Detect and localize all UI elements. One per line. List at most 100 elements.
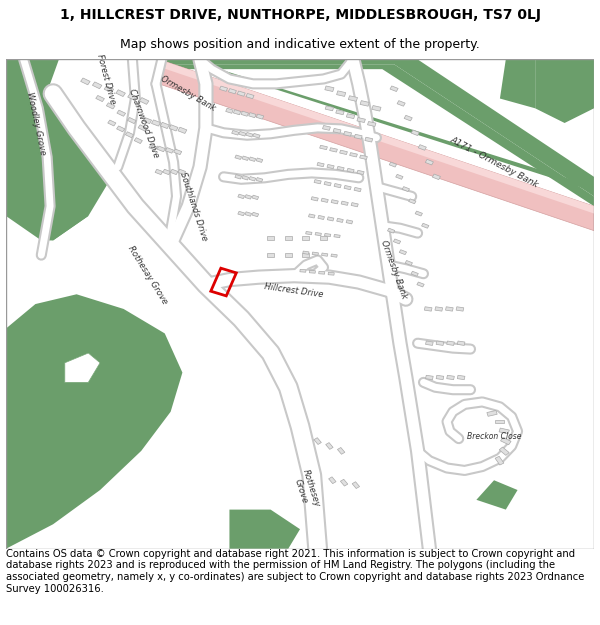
Bar	[303, 251, 309, 254]
Bar	[312, 252, 319, 255]
Bar	[340, 150, 347, 154]
Bar	[495, 419, 504, 424]
Bar	[359, 155, 367, 159]
Polygon shape	[65, 353, 100, 382]
Bar	[390, 86, 398, 91]
Bar	[239, 131, 246, 136]
Bar	[309, 271, 316, 273]
Bar	[319, 271, 325, 274]
Polygon shape	[182, 59, 594, 191]
Bar	[178, 169, 185, 174]
Bar	[394, 239, 401, 244]
Bar	[302, 253, 310, 257]
Bar	[237, 91, 245, 96]
Bar	[143, 118, 152, 124]
Bar	[233, 110, 241, 115]
Text: Map shows position and indicative extent of the property.: Map shows position and indicative extent…	[120, 38, 480, 51]
Text: Southlands Drive: Southlands Drive	[178, 171, 208, 242]
Bar	[446, 341, 454, 346]
Bar	[424, 307, 432, 311]
Bar	[344, 131, 352, 136]
Text: Hillcrest Drive: Hillcrest Drive	[264, 282, 324, 299]
Bar	[326, 442, 333, 449]
Bar	[170, 169, 178, 174]
Bar	[329, 148, 337, 152]
Bar	[354, 134, 362, 139]
Polygon shape	[159, 59, 594, 231]
Bar	[357, 118, 365, 122]
Bar	[329, 477, 336, 484]
Bar	[80, 78, 90, 85]
Bar	[320, 145, 328, 149]
Bar	[320, 236, 327, 240]
Bar	[411, 271, 418, 276]
Bar	[409, 199, 416, 204]
Bar	[104, 86, 113, 92]
Bar	[327, 164, 334, 169]
Bar	[92, 82, 102, 89]
Bar	[106, 102, 115, 109]
Polygon shape	[6, 148, 88, 241]
Bar	[285, 253, 292, 257]
Bar	[499, 447, 509, 456]
Bar	[346, 220, 353, 224]
Bar	[285, 236, 292, 240]
Bar	[436, 375, 444, 379]
Bar	[372, 106, 381, 111]
Bar	[425, 375, 433, 379]
Bar	[138, 125, 147, 131]
Bar	[220, 86, 227, 91]
Bar	[96, 96, 104, 102]
Bar	[256, 114, 264, 119]
Bar	[300, 269, 306, 272]
Bar	[344, 186, 351, 190]
Bar	[422, 223, 429, 228]
Bar	[267, 236, 274, 240]
Bar	[325, 86, 334, 91]
Bar	[252, 213, 259, 217]
Bar	[322, 253, 328, 256]
Polygon shape	[65, 353, 100, 382]
Bar	[163, 169, 170, 174]
Bar	[331, 254, 337, 258]
Bar	[500, 438, 511, 445]
Polygon shape	[6, 59, 112, 241]
Bar	[252, 195, 259, 199]
Bar	[127, 118, 136, 124]
Bar	[226, 108, 233, 113]
Bar	[315, 232, 322, 236]
Bar	[249, 157, 256, 161]
Bar	[347, 168, 354, 172]
Bar	[157, 146, 165, 152]
Bar	[229, 89, 236, 94]
Bar	[346, 114, 355, 119]
Polygon shape	[159, 59, 594, 214]
Bar	[337, 218, 343, 222]
Bar	[365, 138, 373, 142]
Bar	[333, 128, 341, 133]
Bar	[336, 110, 344, 115]
Bar	[349, 96, 358, 101]
Bar	[487, 411, 497, 416]
Bar	[446, 375, 454, 379]
Text: Woodley Grove: Woodley Grove	[25, 91, 47, 156]
Polygon shape	[6, 59, 59, 132]
Text: A171 - Ormesby Bank: A171 - Ormesby Bank	[448, 135, 540, 189]
Text: 1, HILLCREST DRIVE, NUNTHORPE, MIDDLESBROUGH, TS7 0LJ: 1, HILLCREST DRIVE, NUNTHORPE, MIDDLESBR…	[59, 8, 541, 22]
Text: Rothesay Grove: Rothesay Grove	[125, 244, 169, 306]
Bar	[418, 144, 427, 150]
Bar	[248, 112, 256, 118]
Bar	[116, 90, 125, 96]
Bar	[173, 149, 182, 154]
Text: Charnwood Drive: Charnwood Drive	[128, 88, 161, 159]
Bar	[238, 194, 245, 199]
Polygon shape	[159, 59, 594, 196]
Bar	[435, 307, 443, 311]
Bar	[357, 170, 364, 174]
Bar	[249, 177, 256, 181]
Text: Ormesby Bank: Ormesby Bank	[159, 74, 217, 113]
Bar	[337, 448, 345, 454]
Bar	[328, 272, 334, 275]
Polygon shape	[500, 59, 535, 108]
Bar	[238, 211, 245, 216]
